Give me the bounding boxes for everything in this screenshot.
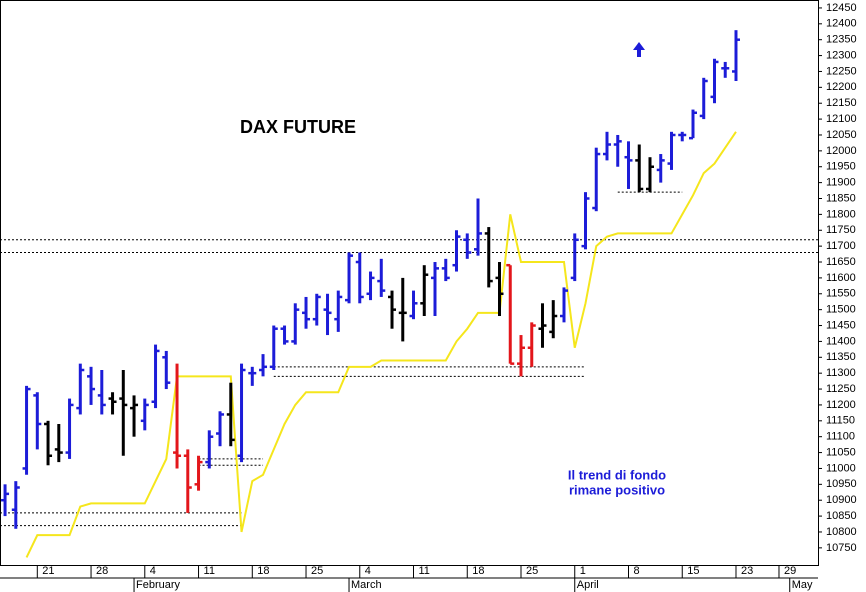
- y-tick-label: 10750: [826, 542, 857, 554]
- y-tick-label: 11700: [826, 240, 856, 252]
- y-tick-label: 11350: [826, 351, 856, 363]
- x-tick-label: 11: [204, 565, 215, 577]
- x-tick-label: 29: [784, 565, 796, 577]
- y-tick-label: 11100: [826, 431, 855, 443]
- month-label: February: [136, 579, 181, 591]
- y-tick-label: 12300: [826, 49, 857, 61]
- y-tick-label: 12200: [826, 81, 857, 93]
- y-tick-label: 12350: [826, 34, 857, 46]
- x-tick-label: 15: [687, 565, 699, 577]
- y-tick-label: 11900: [826, 177, 856, 189]
- y-tick-label: 11500: [826, 304, 856, 316]
- x-tick-label: 18: [257, 565, 269, 577]
- x-tick-label: 18: [472, 565, 484, 577]
- y-tick-label: 12250: [826, 65, 857, 77]
- chart-title: DAX FUTURE: [240, 117, 356, 137]
- y-tick-label: 11250: [826, 383, 856, 395]
- y-tick-label: 10950: [826, 478, 857, 490]
- y-tick-label: 11750: [826, 224, 856, 236]
- x-tick-label: 23: [741, 565, 753, 577]
- annotation: Il trend di fondo: [568, 467, 666, 482]
- y-tick-label: 11300: [826, 367, 856, 379]
- y-tick-label: 11150: [826, 415, 855, 427]
- x-tick-label: 25: [311, 565, 323, 577]
- y-tick-label: 11400: [826, 335, 856, 347]
- y-tick-label: 11850: [826, 192, 856, 204]
- y-tick-label: 12450: [826, 2, 857, 14]
- y-tick-label: 11600: [826, 272, 856, 284]
- y-tick-label: 12150: [826, 97, 857, 109]
- x-tick-label: 4: [150, 565, 156, 577]
- plot-frame: [0, 0, 819, 566]
- trend-arrow: [633, 42, 645, 57]
- y-tick-label: 11550: [826, 288, 856, 300]
- y-tick-label: 10900: [826, 494, 857, 506]
- trend-line: [25, 131, 737, 558]
- y-tick-label: 10850: [826, 510, 857, 522]
- x-tick-label: 8: [633, 565, 639, 577]
- month-label: April: [577, 579, 599, 591]
- y-tick-label: 12100: [826, 113, 857, 125]
- y-tick-label: 12000: [826, 145, 857, 157]
- y-tick-label: 11950: [826, 161, 856, 173]
- x-tick-label: 4: [365, 565, 371, 577]
- month-label: March: [351, 579, 382, 591]
- x-tick-label: 11: [419, 565, 430, 577]
- y-tick-label: 12050: [826, 129, 857, 141]
- y-tick-label: 11450: [826, 319, 856, 331]
- y-tick-label: 10800: [826, 526, 857, 538]
- y-tick-label: 11000: [826, 462, 856, 474]
- x-tick-label: 1: [580, 565, 586, 577]
- y-tick-label: 11800: [826, 208, 856, 220]
- y-tick-label: 12400: [826, 18, 857, 30]
- x-tick-label: 25: [526, 565, 538, 577]
- annotation: rimane positivo: [569, 482, 665, 497]
- month-label: May: [792, 579, 813, 591]
- y-tick-label: 11200: [826, 399, 856, 411]
- x-tick-label: 28: [96, 565, 108, 577]
- y-tick-label: 11050: [826, 446, 856, 458]
- x-tick-label: 21: [42, 565, 54, 577]
- y-tick-label: 11650: [826, 256, 856, 268]
